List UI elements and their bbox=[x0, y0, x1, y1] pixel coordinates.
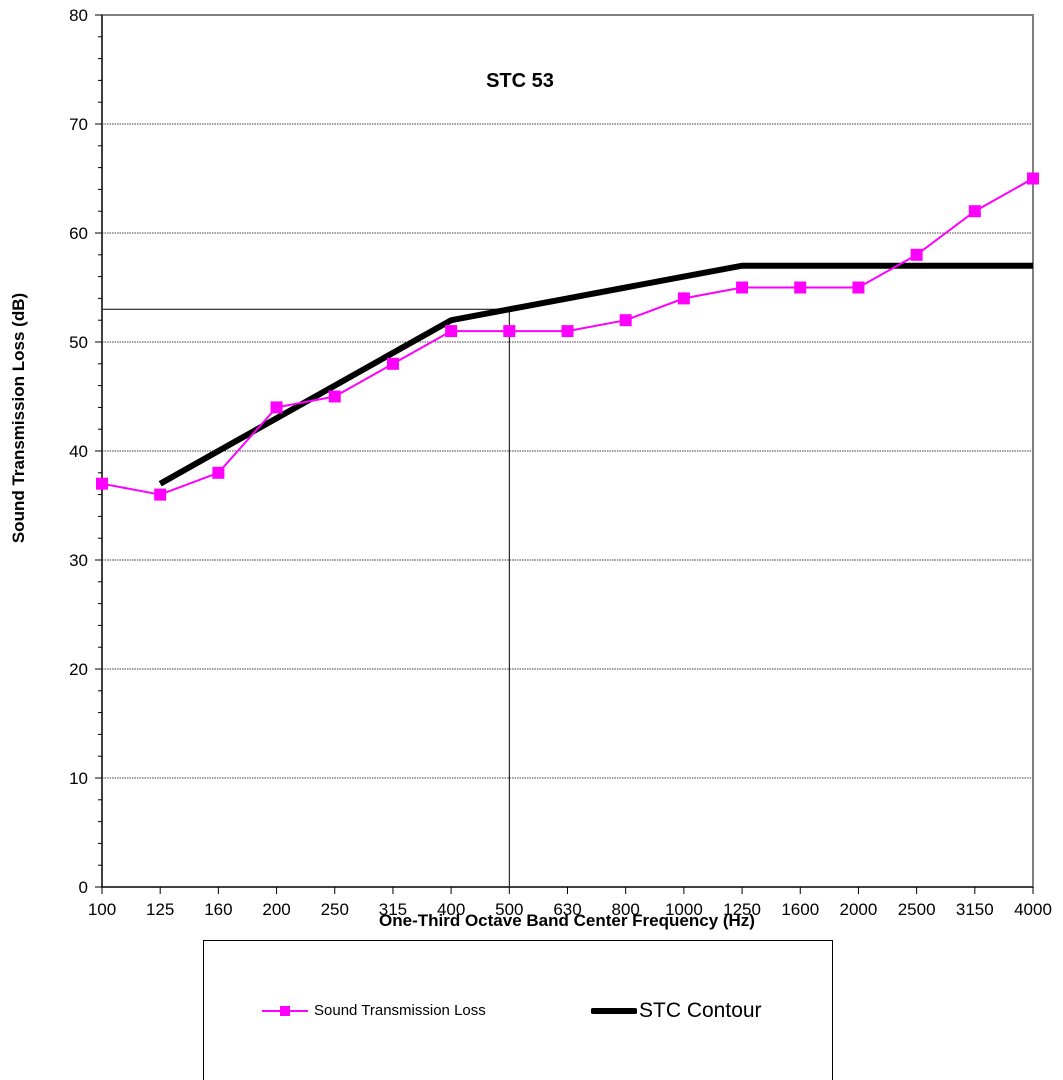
x-tick-label: 1600 bbox=[781, 900, 819, 919]
legend-label-stl: Sound Transmission Loss bbox=[314, 1002, 486, 1019]
stl-point-1250 bbox=[736, 281, 749, 294]
stl-point-100 bbox=[96, 477, 108, 490]
stl-point-4000 bbox=[1027, 172, 1039, 185]
legend-label-stc: STC Contour bbox=[639, 998, 762, 1022]
y-tick-label: 20 bbox=[69, 660, 88, 679]
stl-point-125 bbox=[154, 488, 167, 501]
legend-item-stc: STC Contour bbox=[591, 941, 762, 1080]
x-tick-label: 125 bbox=[146, 900, 174, 919]
series-layer bbox=[96, 172, 1039, 501]
y-tick-label: 40 bbox=[69, 442, 88, 461]
x-tick-label: 4000 bbox=[1014, 900, 1052, 919]
y-tick-label: 0 bbox=[79, 878, 88, 897]
stl-point-800 bbox=[619, 314, 632, 327]
y-tick-label: 10 bbox=[69, 769, 88, 788]
x-tick-label: 2500 bbox=[898, 900, 936, 919]
stl-point-3150 bbox=[968, 205, 981, 218]
y-tick-label: 80 bbox=[69, 6, 88, 25]
gridlines bbox=[102, 123, 1033, 779]
x-tick-label: 160 bbox=[204, 900, 232, 919]
stl-point-250 bbox=[328, 390, 341, 403]
y-tick-label: 30 bbox=[69, 551, 88, 570]
x-tick-label: 1250 bbox=[723, 900, 761, 919]
stl-point-400 bbox=[445, 325, 458, 338]
x-tick-label: 200 bbox=[262, 900, 290, 919]
x-tick-label: 800 bbox=[612, 900, 640, 919]
y-tick-label: 70 bbox=[69, 115, 88, 134]
x-tick-label: 100 bbox=[88, 900, 116, 919]
x-tick-label: 315 bbox=[379, 900, 407, 919]
stl-point-160 bbox=[212, 466, 225, 479]
chart-legend: Sound Transmission Loss STC Contour bbox=[203, 940, 833, 1080]
x-tick-label: 400 bbox=[437, 900, 465, 919]
x-axis-title: One-Third Octave Band Center Frequency (… bbox=[379, 911, 755, 930]
reference-lines bbox=[102, 308, 510, 887]
stl-point-1600 bbox=[794, 281, 807, 294]
x-axis: 100 125 160 200 250 315 400 500 630 800 1000 1250 16… bbox=[88, 886, 1052, 919]
stl-point-315 bbox=[386, 357, 399, 370]
stl-point-500 bbox=[503, 325, 516, 338]
stl-point-630 bbox=[561, 325, 574, 338]
y-axis-title: Sound Transmission Loss (dB) bbox=[9, 293, 28, 543]
legend-item-stl: Sound Transmission Loss bbox=[262, 941, 486, 1080]
stl-point-2000 bbox=[852, 281, 865, 294]
stl-point-1000 bbox=[677, 292, 690, 305]
y-axis: 0 10 20 30 40 50 60 70 80 bbox=[69, 6, 103, 897]
x-tick-label: 250 bbox=[321, 900, 349, 919]
legend-stc-swatch bbox=[591, 1007, 637, 1014]
x-tick-label: 630 bbox=[553, 900, 581, 919]
x-tick-label: 2000 bbox=[840, 900, 878, 919]
stl-point-2500 bbox=[910, 248, 923, 261]
stl-point-200 bbox=[270, 401, 283, 414]
x-tick-label: 3150 bbox=[956, 900, 994, 919]
y-tick-label: 60 bbox=[69, 224, 88, 243]
y-tick-label: 50 bbox=[69, 333, 88, 352]
legend-stl-swatch bbox=[262, 1005, 308, 1016]
stc-annotation: STC 53 bbox=[486, 70, 554, 92]
x-tick-label: 1000 bbox=[665, 900, 703, 919]
x-tick-label: 500 bbox=[495, 900, 523, 919]
